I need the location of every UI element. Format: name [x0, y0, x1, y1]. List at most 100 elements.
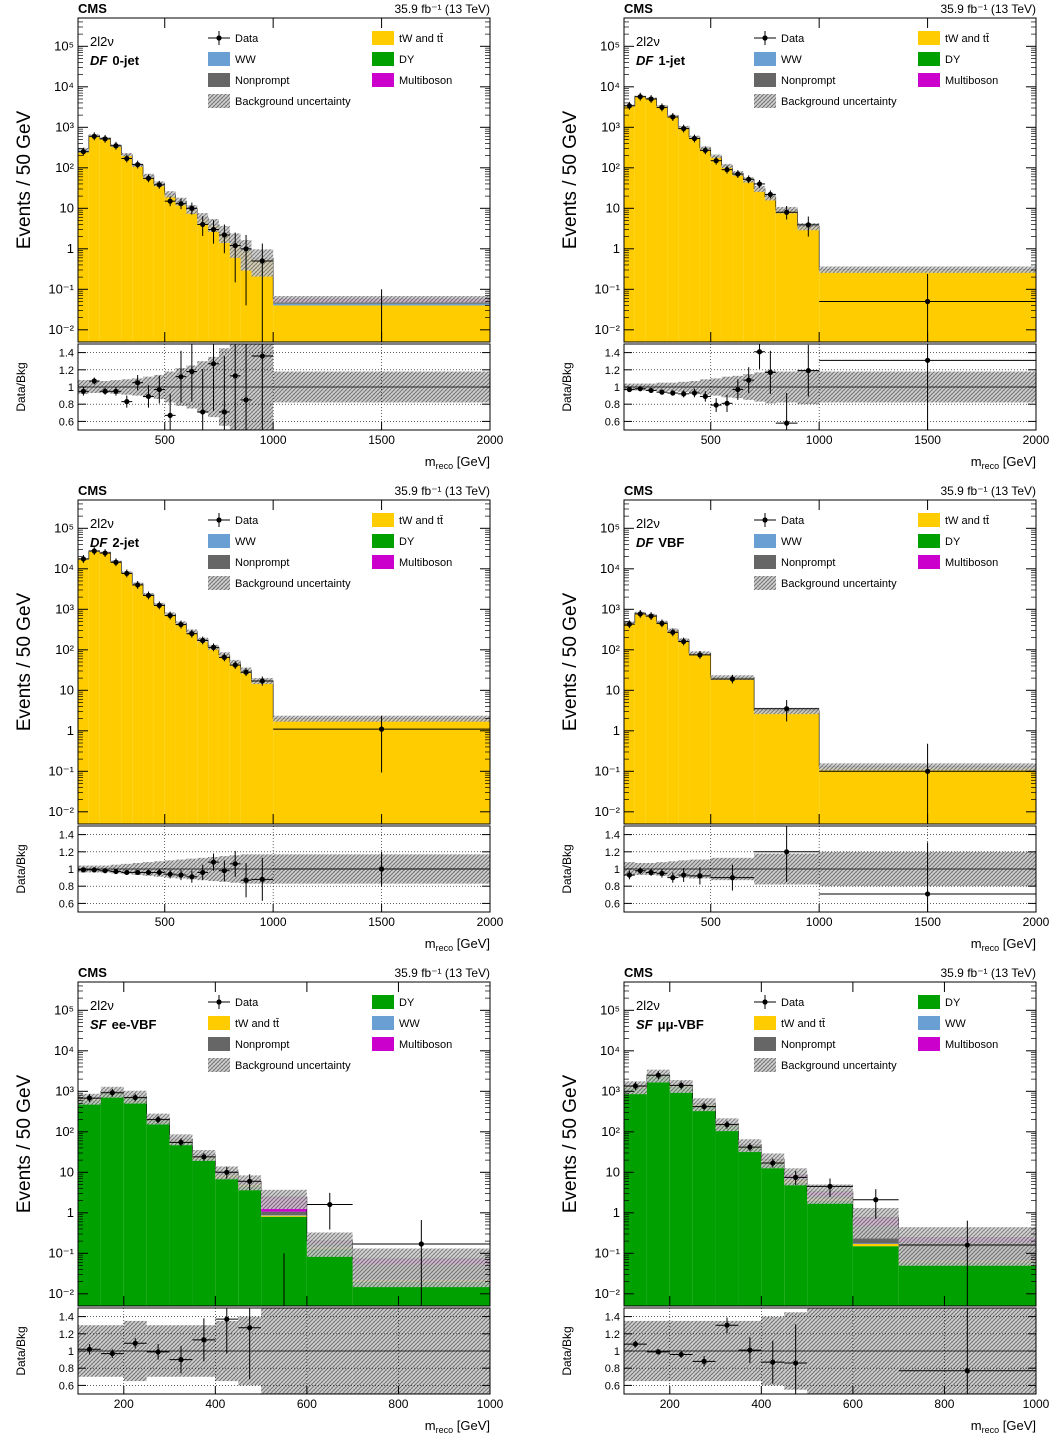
ratio-point	[224, 1317, 229, 1322]
category-bold: SF	[636, 1017, 654, 1032]
ratio-point	[222, 868, 227, 873]
legend-entry-multiboson: Multiboson	[372, 1037, 452, 1051]
legend-swatch	[208, 1037, 230, 1051]
legend-swatch	[208, 555, 230, 569]
x-axis-unit: [GeV]	[453, 454, 490, 469]
ratio-point	[87, 1347, 92, 1352]
x-tick-label: 2000	[477, 433, 504, 447]
x-tick-label: 600	[843, 1397, 863, 1411]
ratio-point	[81, 389, 86, 394]
ratio-axis-title: Data/Bkg	[14, 362, 28, 411]
legend-label: Data	[781, 33, 805, 45]
x-tick-label: 1000	[260, 915, 287, 929]
y-tick-label: 10²	[55, 642, 74, 657]
ratio-point	[243, 878, 248, 883]
cms-label: CMS	[78, 965, 107, 980]
legend-label: Background uncertainty	[235, 578, 351, 590]
ratio-tick-label: 1	[68, 864, 74, 876]
top-bar	[700, 148, 711, 344]
top-bar	[646, 99, 657, 344]
y-tick-label: 10⁵	[54, 38, 74, 53]
y-tick-label: 1	[67, 241, 74, 256]
data-point	[679, 1083, 684, 1088]
dy-bar	[761, 1163, 784, 1308]
ratio-point	[243, 397, 248, 402]
legend-swatch	[754, 534, 776, 548]
y-axis-title: Events / 50 GeV	[14, 110, 35, 249]
legend-swatch	[918, 73, 940, 87]
legend-entry-unc: Background uncertainty	[754, 94, 897, 108]
legend-swatch	[372, 1037, 394, 1051]
legend-swatch	[208, 1058, 230, 1072]
ratio-point	[692, 390, 697, 395]
data-point	[247, 1179, 252, 1184]
y-tick-label: 10²	[55, 160, 74, 175]
ratio-point	[714, 402, 719, 407]
legend-label: DY	[399, 536, 415, 548]
top-bar	[89, 137, 100, 344]
legend-swatch	[918, 513, 940, 527]
legend-entry-nonprompt: Nonprompt	[754, 1037, 835, 1051]
y-tick-label: 10⁻¹	[48, 763, 74, 778]
x-tick-label: 2000	[1023, 433, 1050, 447]
y-tick-label: 10⁴	[600, 561, 620, 576]
channel-label: 2l2ν	[90, 516, 114, 531]
cms-label: CMS	[78, 483, 107, 498]
legend-entry-nonprompt: Nonprompt	[208, 555, 289, 569]
x-axis-var: m	[971, 936, 982, 951]
data-point	[178, 1140, 183, 1145]
ratio-tick-label: 0.8	[59, 399, 74, 411]
legend-entry-ww: WW	[754, 52, 802, 66]
data-point	[714, 158, 719, 163]
y-tick-label: 1	[613, 241, 620, 256]
channel-label: 2l2ν	[90, 998, 114, 1013]
legend-label: Background uncertainty	[781, 96, 897, 108]
ratio-tick-label: 1	[614, 1346, 620, 1358]
top-bar	[667, 116, 678, 344]
top-bar	[132, 166, 143, 344]
x-axis-var: m	[425, 454, 436, 469]
ratio-point	[200, 870, 205, 875]
data-point	[178, 201, 183, 206]
top-bar	[165, 614, 176, 826]
ratio-tick-label: 1.4	[605, 1312, 620, 1324]
data-point	[724, 1122, 729, 1127]
x-tick-label: 2000	[1023, 915, 1050, 929]
y-tick-label: 10⁻¹	[594, 281, 620, 296]
x-tick-label: 1000	[260, 433, 287, 447]
legend-entry-multiboson: Multiboson	[918, 73, 998, 87]
x-axis-sub: reco	[982, 943, 1000, 953]
dy-bar	[647, 1076, 670, 1308]
legend-label: WW	[399, 1018, 420, 1030]
ratio-point	[200, 409, 205, 414]
x-axis-title: mreco [GeV]	[971, 936, 1036, 953]
top-bar	[261, 1216, 307, 1217]
legend-entry-multiboson: Multiboson	[372, 555, 452, 569]
data-point	[730, 676, 735, 681]
x-tick-label: 1500	[914, 915, 941, 929]
y-tick-label: 10²	[601, 1124, 620, 1139]
top-bar	[657, 623, 668, 826]
ratio-point	[747, 1348, 752, 1353]
dy-bar	[624, 1088, 647, 1308]
top-bar	[754, 711, 819, 826]
legend-entry-top: tW and tt̄	[372, 513, 443, 527]
y-tick-label: 10⁵	[600, 1002, 620, 1017]
y-tick-label: 10	[606, 200, 620, 215]
x-axis-title: mreco [GeV]	[425, 454, 490, 471]
top-bar	[711, 678, 754, 826]
legend-swatch	[208, 73, 230, 87]
data-point	[659, 105, 664, 110]
top-bar	[143, 177, 154, 344]
y-tick-label: 10	[606, 682, 620, 697]
dy-bar	[124, 1098, 147, 1308]
ratio-point	[113, 389, 118, 394]
ratio-point	[222, 409, 227, 414]
legend-label: Multiboson	[945, 557, 998, 569]
legend-entry-data: Data	[208, 513, 259, 527]
ratio-point	[627, 872, 632, 877]
ratio-point	[697, 873, 702, 878]
x-tick-label: 1000	[806, 433, 833, 447]
data-point	[146, 176, 151, 181]
